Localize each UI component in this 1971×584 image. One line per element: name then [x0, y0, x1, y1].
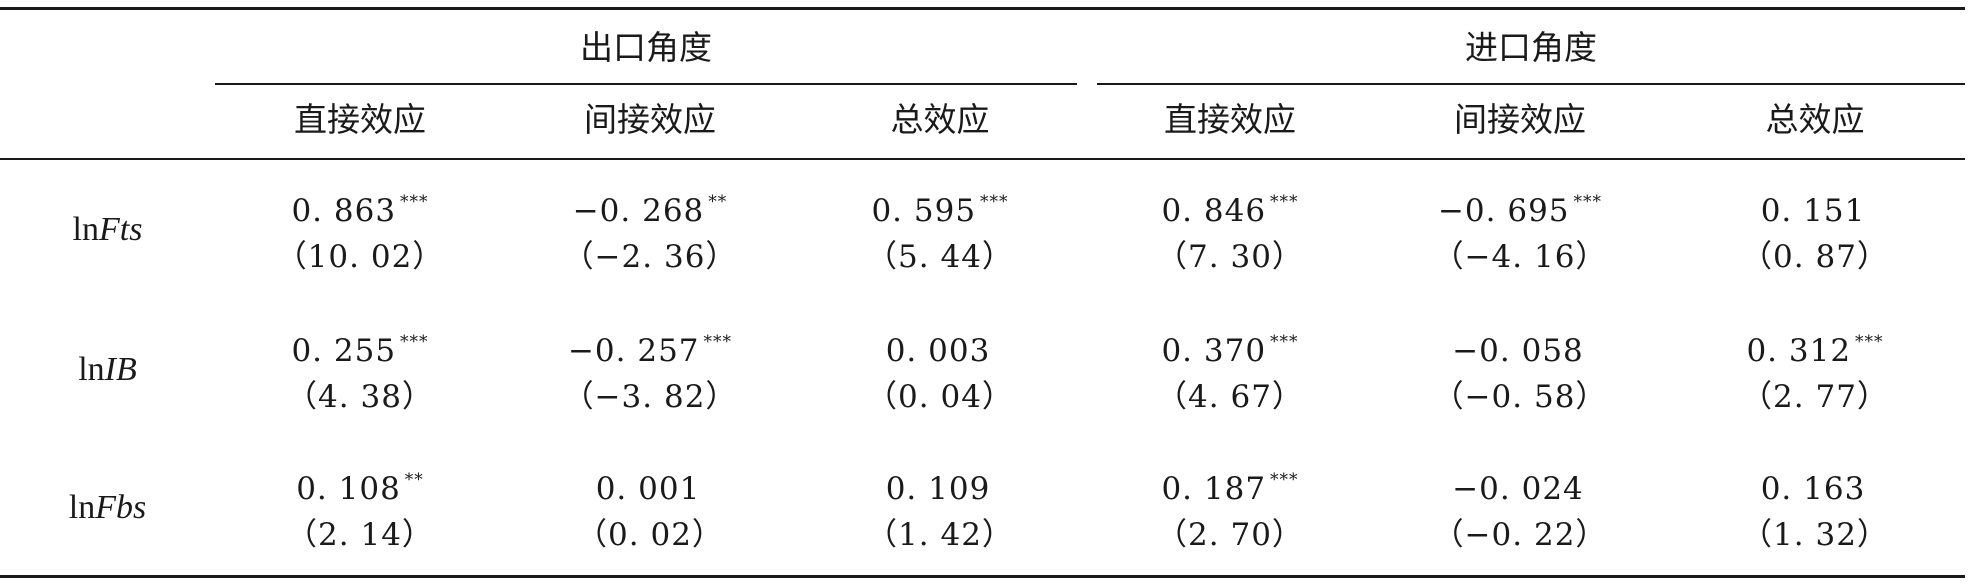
coef-cell: −0. 695 ***	[1375, 182, 1665, 231]
coef-cell: 0. 001	[505, 460, 795, 509]
row-label-variable: Fts	[99, 211, 143, 248]
bottom-rule	[0, 575, 1965, 578]
coef-value: −0. 024	[1452, 471, 1584, 507]
significance-stars: ***	[1270, 470, 1299, 490]
col-head-export-total: 总效应	[890, 100, 990, 139]
coef-cell: 0. 151	[1665, 182, 1965, 231]
t-stat-cell: （−0. 58）	[1432, 379, 1608, 415]
significance-stars: ***	[980, 192, 1009, 212]
significance-stars: **	[708, 192, 728, 212]
t-stat-cell: （2. 77）	[1741, 379, 1889, 415]
t-stat-cell: （−0. 22）	[1432, 517, 1608, 553]
coef-value: −0. 058	[1452, 333, 1584, 369]
t-stat-cell: （7. 30）	[1156, 239, 1304, 275]
t-stat-cell: （1. 32）	[1741, 517, 1889, 553]
col-head-import-total: 总效应	[1765, 100, 1865, 139]
t-stat-cell: （0. 02）	[576, 517, 724, 553]
coef-cell: −0. 024	[1375, 460, 1665, 509]
coef-value: 0. 001	[595, 471, 701, 507]
group-title-import: 进口角度	[1465, 28, 1597, 67]
coef-value: −0. 257	[567, 333, 700, 369]
t-stat-cell: （5. 44）	[866, 239, 1014, 275]
t-stat-cell: （4. 67）	[1156, 379, 1304, 415]
row-label-lnIB: lnIB	[0, 350, 215, 390]
coef-cell: 0. 595 ***	[795, 182, 1085, 231]
header-rule	[0, 158, 1965, 160]
coef-cell: 0. 163	[1665, 460, 1965, 509]
col-head-import-direct: 直接效应	[1164, 100, 1296, 139]
row-label-prefix: ln	[72, 211, 99, 248]
coef-cell: 0. 370 ***	[1085, 322, 1375, 371]
t-stat-cell: （−4. 16）	[1432, 239, 1608, 275]
coef-value: 0. 863	[291, 193, 397, 229]
coef-value: 0. 163	[1760, 471, 1866, 507]
row-label-variable: IB	[104, 351, 137, 388]
group-title-export: 出口角度	[580, 28, 712, 67]
significance-stars: ***	[400, 192, 429, 212]
significance-stars: ***	[1855, 332, 1884, 352]
row-label-prefix: ln	[78, 351, 105, 388]
coef-value: 0. 151	[1760, 193, 1866, 229]
coef-value: 0. 312	[1746, 333, 1852, 369]
top-rule	[0, 7, 1965, 10]
t-stat-cell: （2. 70）	[1156, 517, 1304, 553]
significance-stars: **	[404, 470, 424, 490]
coef-cell: 0. 312 ***	[1665, 322, 1965, 371]
col-head-export-direct: 直接效应	[294, 100, 426, 139]
t-stat-cell: （10. 02）	[275, 239, 445, 275]
significance-stars: ***	[703, 332, 733, 352]
t-stat-cell: （1. 42）	[866, 517, 1014, 553]
coef-value: −0. 268	[572, 193, 705, 229]
coef-value: 0. 595	[871, 193, 977, 229]
coef-cell: −0. 268 **	[505, 182, 795, 231]
coef-cell: 0. 108 **	[215, 460, 505, 509]
t-stat-cell: （−3. 82）	[562, 379, 738, 415]
export-group-underline	[215, 83, 1077, 85]
coef-value: 0. 255	[291, 333, 397, 369]
coef-cell: −0. 257 ***	[505, 322, 795, 371]
t-stat-cell: （4. 38）	[286, 379, 434, 415]
t-stat-cell: （2. 14）	[286, 517, 434, 553]
coef-value: 0. 846	[1161, 193, 1267, 229]
coef-cell: 0. 109	[795, 460, 1085, 509]
coef-cell: 0. 863 ***	[215, 182, 505, 231]
row-label-lnFbs: lnFbs	[0, 488, 215, 528]
significance-stars: ***	[1270, 332, 1299, 352]
coef-cell: −0. 058	[1375, 322, 1665, 371]
t-stat-cell: （−2. 36）	[562, 239, 738, 275]
coef-cell: 0. 846 ***	[1085, 182, 1375, 231]
import-group-underline	[1097, 83, 1965, 85]
coef-cell: 0. 187 ***	[1085, 460, 1375, 509]
coef-cell: 0. 255 ***	[215, 322, 505, 371]
row-label-variable: Fbs	[95, 489, 147, 526]
t-stat-cell: （0. 87）	[1741, 239, 1889, 275]
row-label-lnFts: lnFts	[0, 210, 215, 250]
significance-stars: ***	[1270, 192, 1299, 212]
significance-stars: ***	[1573, 192, 1603, 212]
coef-cell: 0. 003	[795, 322, 1085, 371]
col-head-export-indirect: 间接效应	[584, 100, 716, 139]
coef-value: −0. 695	[1437, 193, 1570, 229]
row-label-prefix: ln	[68, 489, 96, 526]
coef-value: 0. 370	[1161, 333, 1267, 369]
coef-value: 0. 109	[885, 471, 991, 507]
coef-value: 0. 108	[296, 471, 401, 507]
coef-value: 0. 187	[1161, 471, 1267, 507]
significance-stars: ***	[400, 332, 429, 352]
coef-value: 0. 003	[885, 333, 991, 369]
col-head-import-indirect: 间接效应	[1454, 100, 1586, 139]
t-stat-cell: （0. 04）	[866, 379, 1014, 415]
